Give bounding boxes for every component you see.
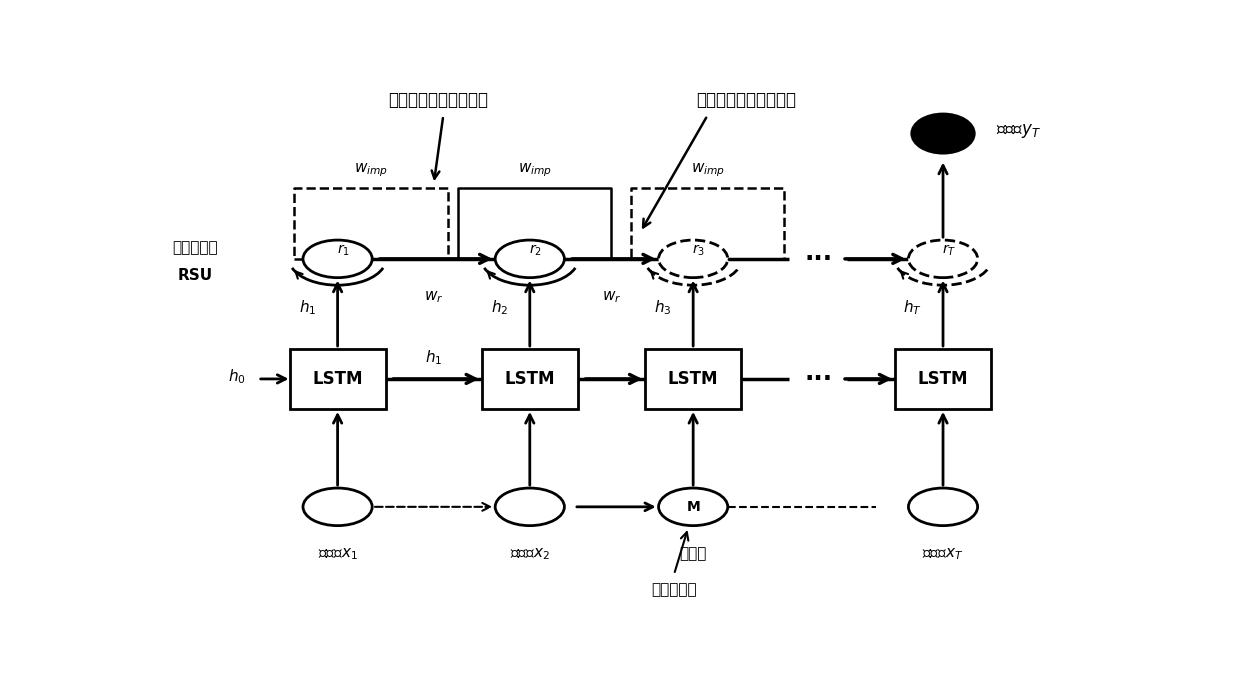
Text: $r_1$: $r_1$ [337, 242, 350, 258]
Bar [481, 349, 578, 409]
Text: $r_T$: $r_T$ [941, 242, 956, 258]
Text: ···: ··· [804, 367, 832, 391]
Ellipse shape [911, 114, 975, 153]
Circle shape [658, 240, 728, 278]
Circle shape [303, 240, 372, 278]
Text: RSU: RSU [177, 268, 213, 283]
Circle shape [303, 488, 372, 525]
Text: 输入値$x_T$: 输入値$x_T$ [923, 546, 963, 562]
Text: ···: ··· [804, 247, 832, 271]
Text: 基于图依赖的残差连接: 基于图依赖的残差连接 [696, 91, 796, 108]
Text: 缺失値: 缺失値 [680, 546, 707, 561]
Text: $h_0$: $h_0$ [228, 367, 246, 386]
Text: $h_T$: $h_T$ [903, 299, 921, 317]
Bar [895, 349, 991, 409]
Circle shape [658, 488, 728, 525]
Text: 残差和单元: 残差和单元 [172, 240, 218, 255]
Text: LSTM: LSTM [668, 370, 718, 388]
Text: LSTM: LSTM [312, 370, 363, 388]
Text: 输入値$x_1$: 输入値$x_1$ [317, 546, 357, 562]
Text: $r_2$: $r_2$ [529, 242, 542, 258]
Text: $w_{imp}$: $w_{imp}$ [691, 161, 724, 179]
Text: $w_{imp}$: $w_{imp}$ [517, 161, 552, 179]
Text: 输入値$x_2$: 输入値$x_2$ [510, 546, 549, 562]
Circle shape [909, 240, 977, 278]
Text: $w_{imp}$: $w_{imp}$ [355, 161, 388, 179]
Circle shape [909, 488, 977, 525]
Circle shape [495, 240, 564, 278]
Circle shape [495, 488, 564, 525]
Text: LSTM: LSTM [505, 370, 556, 388]
Text: $h_1$: $h_1$ [299, 299, 316, 317]
Bar [290, 349, 386, 409]
Text: $h_3$: $h_3$ [655, 299, 672, 317]
Bar [645, 349, 742, 409]
Text: $h_1$: $h_1$ [425, 348, 443, 367]
Text: LSTM: LSTM [918, 370, 968, 388]
Text: $r_3$: $r_3$ [692, 242, 706, 258]
Text: $h_2$: $h_2$ [491, 299, 508, 317]
Text: $w_r$: $w_r$ [601, 289, 621, 305]
Text: 输出値$y_T$: 输出値$y_T$ [996, 122, 1040, 140]
Text: $w_r$: $w_r$ [424, 289, 444, 305]
Text: M: M [686, 500, 701, 514]
Text: 近似下一时刻的输入値: 近似下一时刻的输入値 [388, 91, 489, 108]
Text: 缺失値填补: 缺失値填补 [651, 582, 697, 597]
